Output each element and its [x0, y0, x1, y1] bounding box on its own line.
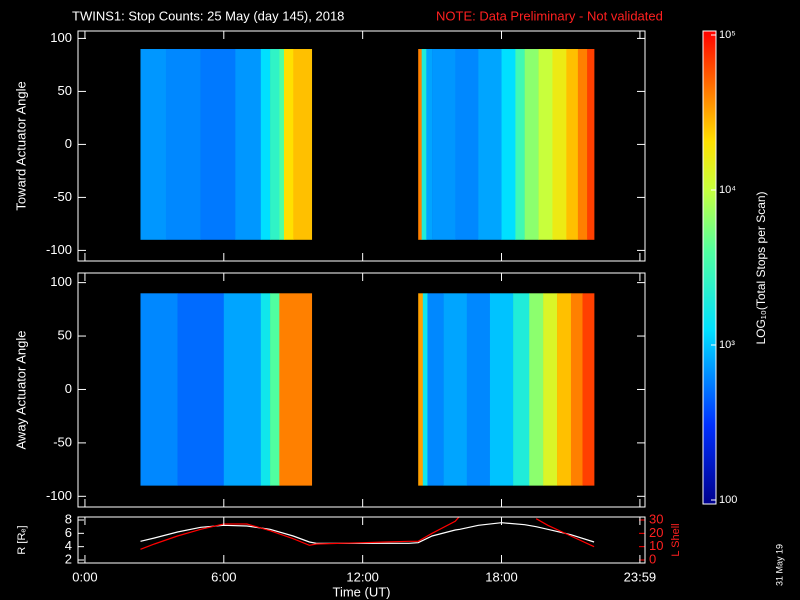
heat-cell [165, 49, 201, 240]
y-tick-label: 50 [58, 83, 72, 98]
y-axis-label: Toward Actuator Angle [13, 81, 28, 210]
note: NOTE: Data Preliminary - Not validated [436, 8, 663, 23]
heat-cell [466, 293, 491, 486]
x-axis-label: Time (UT) [332, 584, 390, 599]
y-tick-label: 8 [65, 511, 72, 526]
series-line [140, 522, 595, 544]
y2-tick-label: 10 [649, 538, 663, 553]
x-tick-label: 12:00 [346, 569, 379, 584]
chart-title: TWINS1: Stop Counts: 25 May (day 145), 2… [72, 8, 344, 23]
date-stamp: 31 May 19 [774, 544, 784, 586]
heat-cell [501, 49, 516, 240]
plot-frame [77, 516, 646, 564]
heat-cell [427, 293, 444, 486]
heat-cell [587, 49, 595, 240]
x-tick-label: 6:00 [211, 569, 236, 584]
y-tick-label: 6 [65, 525, 72, 540]
y-axis-label: Away Actuator Angle [13, 330, 28, 449]
heat-cell [432, 49, 456, 240]
heat-cell [570, 293, 583, 486]
heat-cell [140, 49, 167, 240]
series-line [140, 517, 595, 550]
y-tick-label: 100 [50, 30, 72, 45]
heat-cell [489, 293, 514, 486]
y-tick-label: -100 [46, 242, 72, 257]
y-tick-label: -50 [53, 189, 72, 204]
heat-cell [524, 49, 539, 240]
heat-cell [422, 293, 428, 486]
heat-cell [529, 293, 544, 486]
y-axis-label: R [Rₑ] [16, 525, 28, 554]
heat-cell [455, 49, 479, 240]
heat-cell [552, 49, 567, 240]
heat-cell [260, 49, 271, 240]
heat-cell [418, 293, 424, 486]
heat-cell [200, 49, 236, 240]
heat-cell [235, 49, 262, 240]
heat-cell [293, 49, 313, 240]
y-tick-label: 0 [65, 381, 72, 396]
colorbar [702, 30, 717, 505]
y-tick-label: 2 [65, 551, 72, 566]
x-tick-label: 0:00 [72, 569, 97, 584]
heat-cell [515, 49, 525, 240]
heat-cell [566, 49, 579, 240]
y-tick-label: -50 [53, 434, 72, 449]
x-tick-label: 23:59 [624, 569, 657, 584]
heat-cell [270, 49, 280, 240]
y2-tick-label: 20 [649, 525, 663, 540]
plot-frame [77, 272, 646, 508]
y-tick-label: 4 [65, 538, 72, 553]
heat-cell [557, 293, 572, 486]
heat-cell [478, 49, 502, 240]
colorbar-tick-label: 10⁴ [719, 184, 736, 196]
heat-cell [443, 293, 468, 486]
colorbar-tick-label: 100 [719, 494, 737, 506]
heat-cell [260, 293, 271, 486]
heat-cell [582, 293, 595, 486]
y-tick-label: 100 [50, 274, 72, 289]
y2-axis-label: L Shell [670, 523, 682, 556]
heat-cell [283, 49, 294, 240]
x-tick-label: 18:00 [485, 569, 518, 584]
colorbar-label: LOG₁₀(Total Stops per Scan) [754, 191, 768, 344]
heat-cell [513, 293, 530, 486]
heat-cell [577, 49, 588, 240]
heat-cell [140, 293, 178, 486]
y-tick-label: -100 [46, 488, 72, 503]
y-tick-label: 50 [58, 327, 72, 342]
heat-cell [426, 49, 433, 240]
heat-cell [538, 49, 553, 240]
y-tick-label: 0 [65, 136, 72, 151]
colorbar-tick-label: 10³ [719, 339, 735, 351]
plot-frame [77, 30, 646, 262]
heat-cell [279, 49, 285, 240]
y2-tick-label: 0 [649, 551, 656, 566]
y2-tick-label: 30 [649, 511, 663, 526]
colorbar-tick-label: 10⁵ [719, 29, 736, 41]
heat-cell [223, 293, 262, 486]
heat-cell [177, 293, 225, 486]
heat-cell [421, 49, 427, 240]
heat-cell [279, 293, 313, 486]
heat-cell [418, 49, 422, 240]
heat-cell [543, 293, 558, 486]
heat-cell [270, 293, 280, 486]
